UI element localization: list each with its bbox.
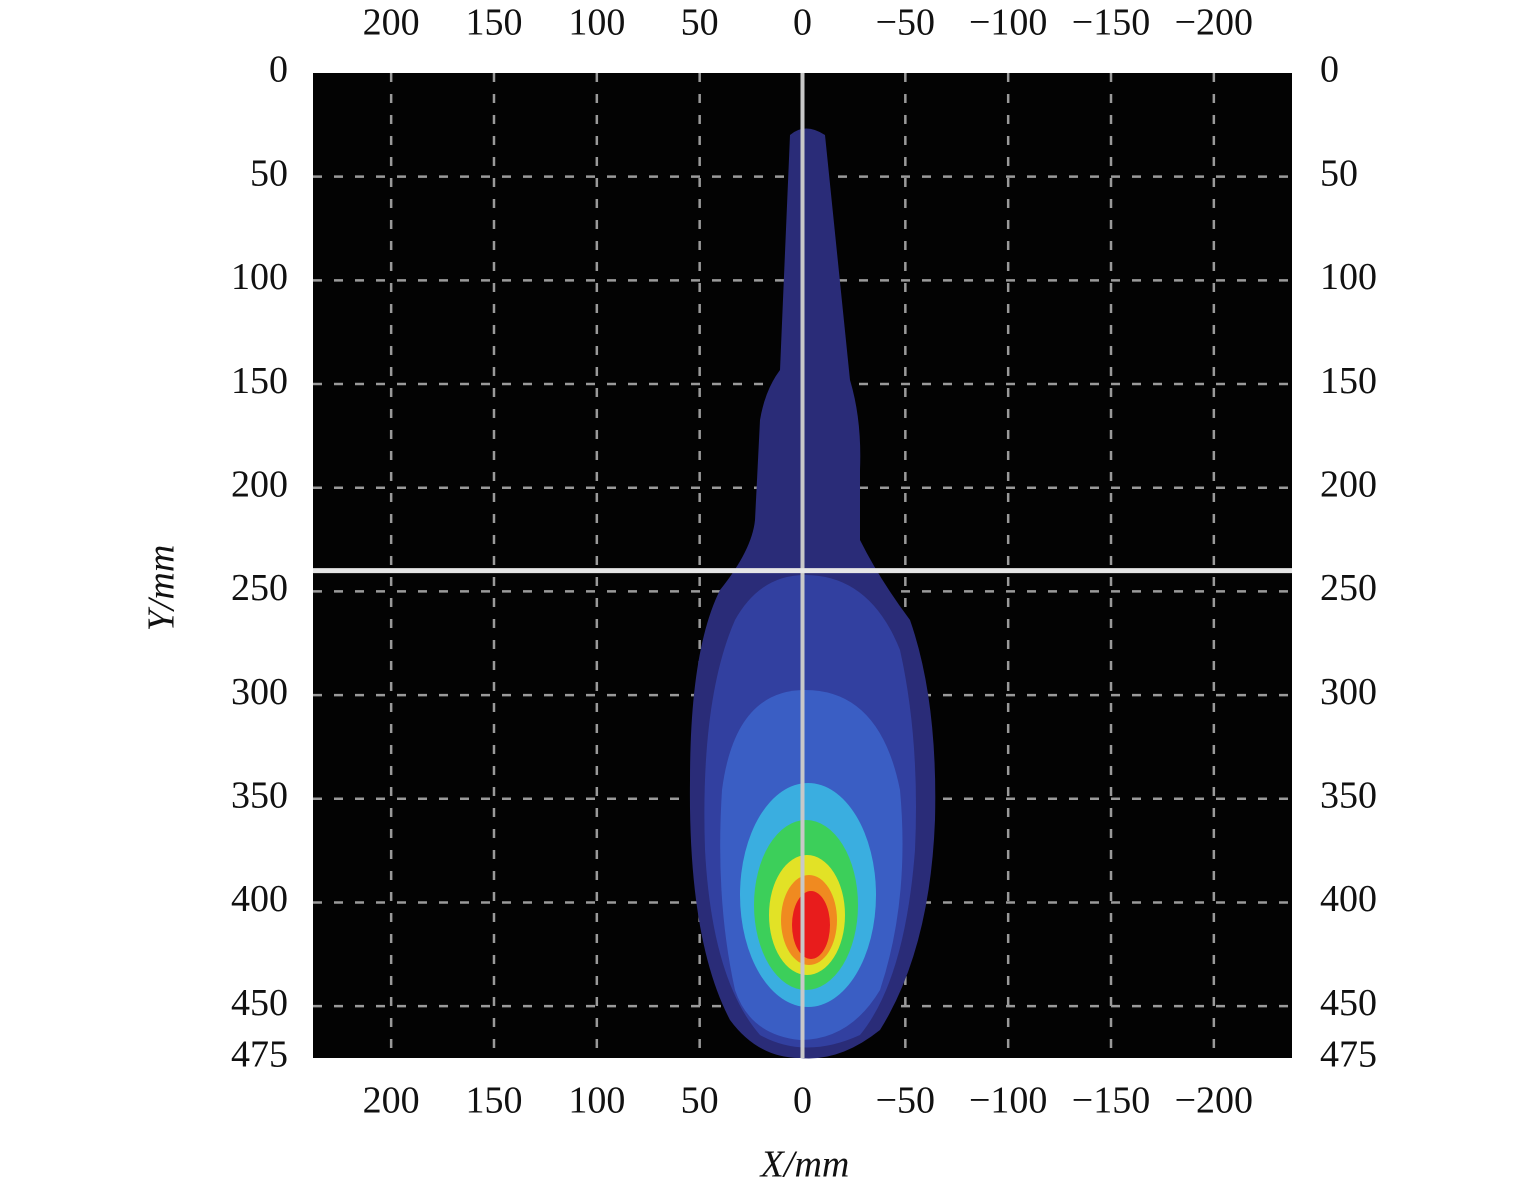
tick-labels: 200 200 150 150 100 100 50 50 0 0 −50 −50 −100 −100 −1… [231, 2, 1377, 1122]
x-tick-label-bottom: −50 [876, 1080, 935, 1122]
y-tick-label-left: 200 [231, 463, 288, 505]
y-tick-label-right: 0 [1320, 49, 1339, 91]
y-tick-label-left: 0 [269, 49, 288, 91]
x-tick-label-bottom: −150 [1072, 1080, 1150, 1122]
y-tick-label-right: 250 [1320, 567, 1377, 609]
y-tick-label-left: 150 [231, 360, 288, 402]
y-tick-label-right: 400 [1320, 878, 1377, 920]
x-tick-label-bottom: 50 [681, 1080, 719, 1122]
y-tick-label-right: 475 [1320, 1034, 1377, 1076]
x-tick-label-top: 150 [465, 2, 522, 44]
x-tick-label-top: 0 [793, 2, 812, 44]
y-tick-label-right: 150 [1320, 360, 1377, 402]
x-tick-label-bottom: 0 [793, 1080, 812, 1122]
y-tick-label-left: 250 [231, 567, 288, 609]
x-tick-label-top: 50 [681, 2, 719, 44]
y-tick-label-left: 350 [231, 775, 288, 817]
y-tick-label-right: 100 [1320, 256, 1377, 298]
reference-lines [313, 73, 1292, 1058]
x-tick-label-top: 200 [363, 2, 420, 44]
x-tick-label-top: −100 [969, 2, 1047, 44]
x-tick-label-bottom: −100 [969, 1080, 1047, 1122]
x-tick-label-bottom: 150 [465, 1080, 522, 1122]
y-tick-label-right: 450 [1320, 982, 1377, 1024]
y-tick-label-left: 475 [231, 1034, 288, 1076]
y-tick-label-left: 450 [231, 982, 288, 1024]
x-tick-label-bottom: −200 [1175, 1080, 1253, 1122]
x-tick-label-bottom: 100 [568, 1080, 625, 1122]
contour-level [792, 891, 830, 959]
y-tick-label-left: 400 [231, 878, 288, 920]
x-tick-label-top: −50 [876, 2, 935, 44]
y-tick-label-right: 50 [1320, 152, 1358, 194]
y-tick-label-left: 100 [231, 256, 288, 298]
x-tick-label-top: 100 [568, 2, 625, 44]
y-axis-label: Y/mm [141, 545, 183, 632]
x-tick-label-top: −150 [1072, 2, 1150, 44]
contours [689, 128, 936, 1059]
y-tick-label-right: 200 [1320, 463, 1377, 505]
x-axis-label: X/mm [759, 1144, 850, 1186]
x-tick-label-top: −200 [1175, 2, 1253, 44]
y-tick-label-left: 300 [231, 671, 288, 713]
y-tick-label-right: 300 [1320, 671, 1377, 713]
x-tick-label-bottom: 200 [363, 1080, 420, 1122]
y-tick-label-right: 350 [1320, 775, 1377, 817]
y-tick-label-left: 50 [250, 152, 288, 194]
